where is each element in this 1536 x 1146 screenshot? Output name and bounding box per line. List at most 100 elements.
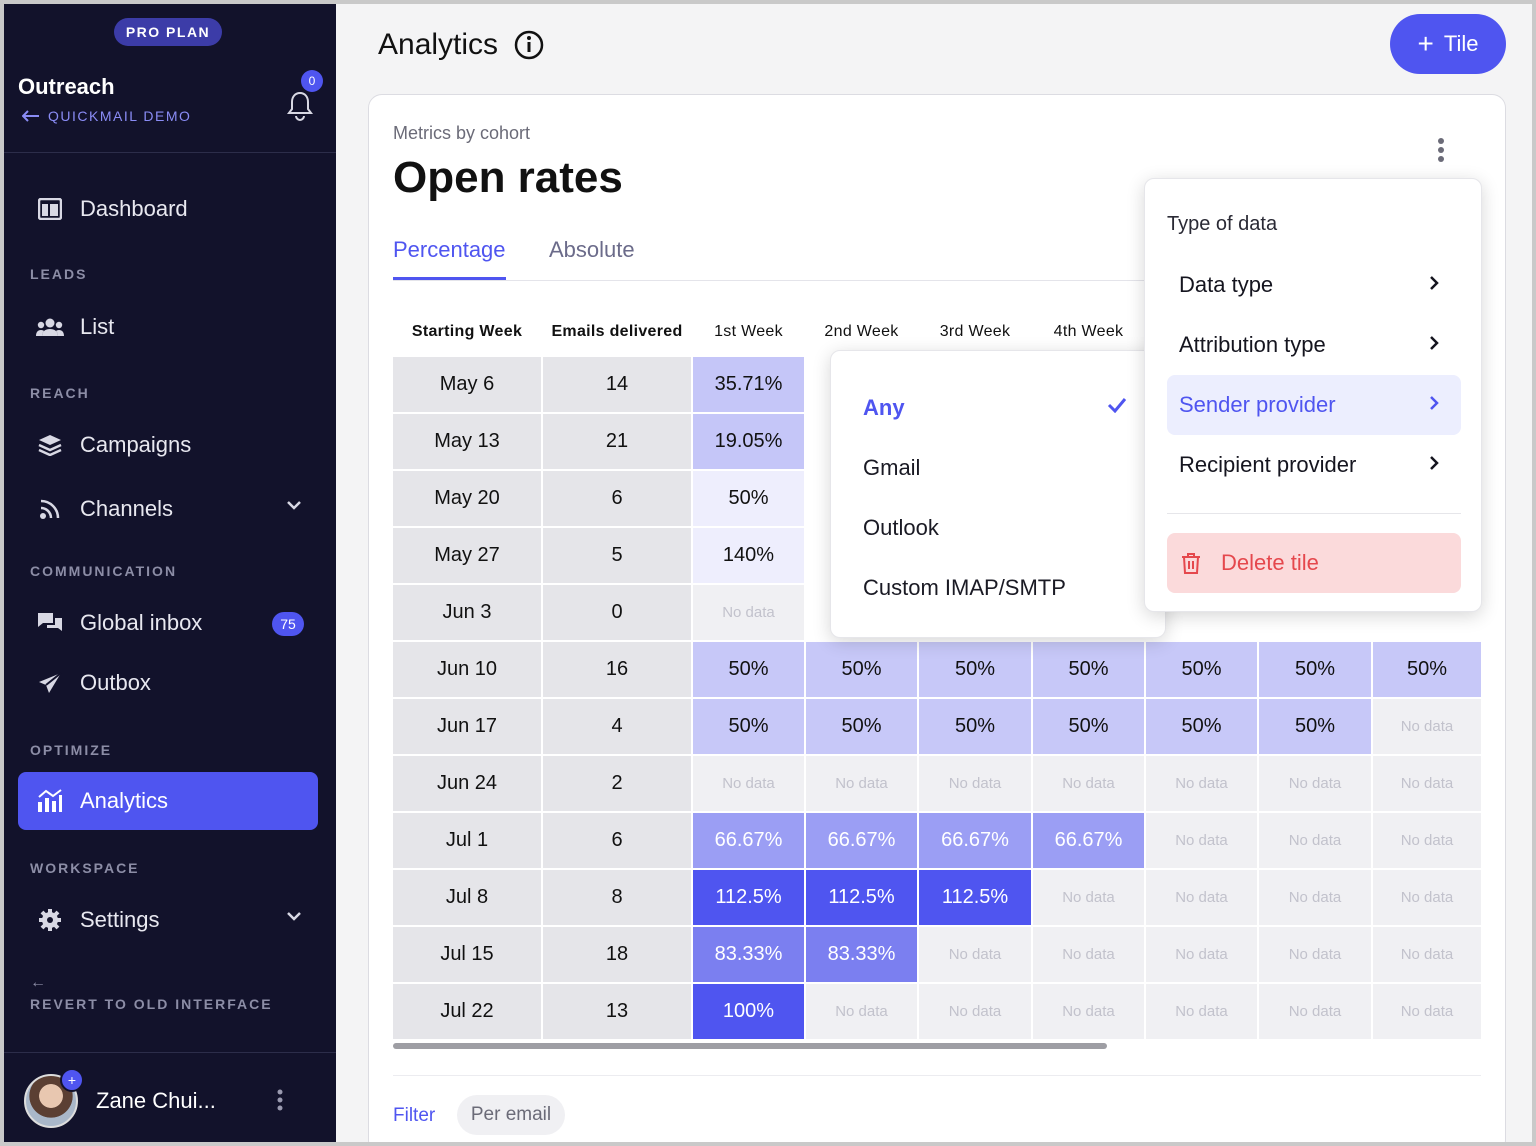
sidebar-item-analytics[interactable]: Analytics [18,772,318,830]
column-header: 2nd Week [824,323,899,340]
sidebar-item-outbox[interactable]: Outbox [18,654,318,712]
no-data-cell: No data [1373,756,1481,811]
switch-workspace-link[interactable]: QUICKMAIL DEMO [22,108,191,124]
menu-item-label: Recipient provider [1179,452,1357,477]
emails-delivered-cell: 4 [543,699,691,754]
page-header: Analytics [378,28,544,62]
no-data-cell: No data [1373,699,1481,754]
card-title: Open rates [393,153,623,202]
no-data-cell: No data [1373,927,1481,982]
no-data-cell: No data [1146,984,1257,1039]
menu-item-data-type[interactable]: Data type [1167,255,1461,315]
user-profile[interactable]: + Zane Chui... [4,1066,336,1142]
menu-item-label: Data type [1179,272,1274,297]
sidebar-item-label: Analytics [80,788,169,813]
emails-delivered-cell: 5 [543,528,691,583]
rate-cell: 66.67% [693,813,804,868]
section-reach: REACH [30,385,90,401]
option-any[interactable]: Any [863,395,905,420]
rate-cell: 83.33% [693,927,804,982]
cohort-week-cell: Jun 17 [393,699,541,754]
more-vertical-icon[interactable] [1437,137,1445,163]
rate-cell: 50% [806,699,917,754]
notification-count: 0 [301,70,323,92]
emails-delivered-cell: 18 [543,927,691,982]
sidebar-item-label: Outbox [80,670,151,695]
user-name: Zane Chui... [96,1088,216,1113]
option-outlook[interactable]: Outlook [863,515,939,540]
no-data-cell: No data [1146,870,1257,925]
cohort-week-cell: Jun 24 [393,756,541,811]
rate-cell: 50% [1033,699,1144,754]
add-icon[interactable]: + [60,1068,84,1092]
sidebar-item-dashboard[interactable]: Dashboard [18,180,318,238]
menu-item-recipient-provider[interactable]: Recipient provider [1167,435,1461,495]
option-gmail[interactable]: Gmail [863,455,921,480]
cohort-week-cell: May 13 [393,414,541,469]
no-data-cell: No data [1259,756,1371,811]
tab-absolute[interactable]: Absolute [549,237,635,262]
column-header: 1st Week [714,323,783,340]
sidebar-item-label: Settings [80,907,160,932]
chevron-right-icon [1430,336,1439,350]
option-custom-imap-smtp[interactable]: Custom IMAP/SMTP [863,575,1066,600]
tab-percentage[interactable]: Percentage [393,237,506,280]
card-subtitle: Metrics by cohort [393,123,531,143]
info-icon[interactable] [514,30,544,60]
delete-tile-button[interactable]: Delete tile [1167,533,1461,593]
layers-icon [36,431,64,459]
tile-options-menu: Type of data Data type Attribution type … [1144,178,1482,612]
rate-cell: 50% [1259,699,1371,754]
section-workspace: WORKSPACE [30,860,140,876]
chat-icon [36,609,64,637]
sidebar-item-global-inbox[interactable]: Global inbox 75 [18,594,318,652]
menu-heading: Type of data [1167,213,1278,235]
section-communication: COMMUNICATION [30,563,178,579]
no-data-cell: No data [1259,984,1371,1039]
rate-cell: 50% [693,471,804,526]
bell-icon[interactable] [286,90,314,122]
rate-cell: 66.67% [1033,813,1144,868]
horizontal-scrollbar[interactable] [393,1043,1107,1049]
chevron-right-icon [1430,276,1439,290]
sidebar-item-label: List [80,314,115,339]
column-header: 4th Week [1053,323,1124,340]
sidebar-item-label: Dashboard [80,196,188,221]
cohort-week-cell: May 27 [393,528,541,583]
revert-label: REVERT TO OLD INTERFACE [30,996,273,1012]
rate-cell: 112.5% [919,870,1031,925]
add-tile-button[interactable]: + Tile [1390,14,1506,74]
emails-delivered-cell: 0 [543,585,691,640]
sidebar-divider [4,152,336,153]
cohort-week-cell: Jun 3 [393,585,541,640]
sidebar-item-list[interactable]: List [18,298,318,356]
menu-item-attribution-type[interactable]: Attribution type [1167,315,1461,375]
sidebar-item-settings[interactable]: Settings [18,891,318,949]
no-data-cell: No data [1373,870,1481,925]
sidebar-item-channels[interactable]: Channels [18,480,318,538]
no-data-cell: No data [806,984,917,1039]
filter-label: Filter [393,1105,436,1126]
no-data-cell: No data [1259,927,1371,982]
rate-cell: 50% [1146,642,1257,697]
sidebar-item-campaigns[interactable]: Campaigns [18,416,318,474]
no-data-cell: No data [693,585,804,640]
no-data-cell: No data [919,984,1031,1039]
chevron-down-icon [287,912,301,921]
revert-interface-link[interactable]: ← REVERT TO OLD INTERFACE [30,974,273,1012]
inbox-count-badge: 75 [272,612,304,636]
more-vertical-icon[interactable] [276,1088,284,1112]
rss-icon [36,495,64,523]
section-optimize: OPTIMIZE [30,742,113,758]
menu-item-sender-provider[interactable]: Sender provider [1167,375,1461,435]
no-data-cell: No data [1146,756,1257,811]
filter-chip[interactable]: Per email [457,1095,565,1135]
no-data-cell: No data [1033,870,1144,925]
chevron-right-icon [1430,456,1439,470]
sidebar-divider [4,1052,336,1053]
rate-cell: 50% [1033,642,1144,697]
workspace-name: QUICKMAIL DEMO [48,108,192,124]
rate-cell: 50% [919,699,1031,754]
rate-cell: 66.67% [806,813,917,868]
no-data-cell: No data [1373,984,1481,1039]
